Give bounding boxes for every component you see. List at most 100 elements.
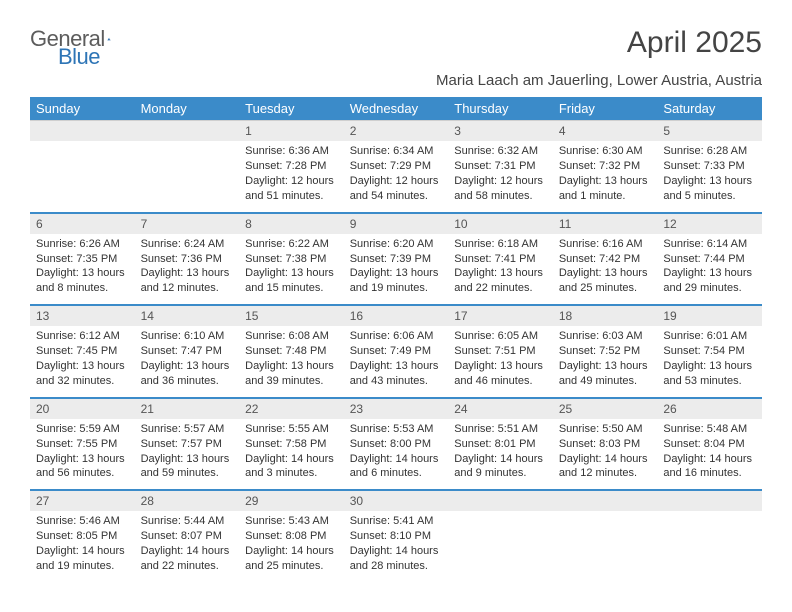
sunrise-text: Sunrise: 6:32 AM xyxy=(454,144,547,159)
day-body: Sunrise: 5:43 AMSunset: 8:08 PMDaylight:… xyxy=(239,511,344,581)
daylight-text: Daylight: 13 hours and 43 minutes. xyxy=(350,359,443,389)
calendar-cell: 15Sunrise: 6:08 AMSunset: 7:48 PMDayligh… xyxy=(239,304,344,397)
day-number: 29 xyxy=(239,489,344,511)
daylight-text: Daylight: 13 hours and 32 minutes. xyxy=(36,359,129,389)
calendar-cell: 29Sunrise: 5:43 AMSunset: 8:08 PMDayligh… xyxy=(239,489,344,582)
calendar-cell: 28Sunrise: 5:44 AMSunset: 8:07 PMDayligh… xyxy=(135,489,240,582)
calendar-week-row: 13Sunrise: 6:12 AMSunset: 7:45 PMDayligh… xyxy=(30,304,762,397)
calendar-cell: 11Sunrise: 6:16 AMSunset: 7:42 PMDayligh… xyxy=(553,212,658,305)
sunrise-text: Sunrise: 5:59 AM xyxy=(36,422,129,437)
day-body: Sunrise: 6:32 AMSunset: 7:31 PMDaylight:… xyxy=(448,141,553,211)
daylight-text: Daylight: 13 hours and 29 minutes. xyxy=(663,266,756,296)
sunset-text: Sunset: 7:47 PM xyxy=(141,344,234,359)
day-number: 26 xyxy=(657,397,762,419)
sunset-text: Sunset: 7:52 PM xyxy=(559,344,652,359)
sunrise-text: Sunrise: 6:20 AM xyxy=(350,237,443,252)
day-body: Sunrise: 5:55 AMSunset: 7:58 PMDaylight:… xyxy=(239,419,344,489)
sunset-text: Sunset: 8:07 PM xyxy=(141,529,234,544)
day-body xyxy=(30,141,135,203)
sunrise-text: Sunrise: 6:05 AM xyxy=(454,329,547,344)
day-number xyxy=(657,489,762,511)
sunset-text: Sunset: 7:31 PM xyxy=(454,159,547,174)
sunrise-text: Sunrise: 6:03 AM xyxy=(559,329,652,344)
day-body: Sunrise: 6:36 AMSunset: 7:28 PMDaylight:… xyxy=(239,141,344,211)
day-number xyxy=(30,120,135,141)
daylight-text: Daylight: 14 hours and 28 minutes. xyxy=(350,544,443,574)
day-body xyxy=(448,511,553,573)
sunset-text: Sunset: 7:55 PM xyxy=(36,437,129,452)
calendar-cell: 9Sunrise: 6:20 AMSunset: 7:39 PMDaylight… xyxy=(344,212,449,305)
col-wednesday: Wednesday xyxy=(344,97,449,120)
calendar-cell: 19Sunrise: 6:01 AMSunset: 7:54 PMDayligh… xyxy=(657,304,762,397)
sunset-text: Sunset: 7:35 PM xyxy=(36,252,129,267)
calendar-cell: 12Sunrise: 6:14 AMSunset: 7:44 PMDayligh… xyxy=(657,212,762,305)
sunrise-text: Sunrise: 5:46 AM xyxy=(36,514,129,529)
day-number: 20 xyxy=(30,397,135,419)
sunrise-text: Sunrise: 5:53 AM xyxy=(350,422,443,437)
sunrise-text: Sunrise: 6:22 AM xyxy=(245,237,338,252)
day-number: 8 xyxy=(239,212,344,234)
daylight-text: Daylight: 14 hours and 3 minutes. xyxy=(245,452,338,482)
col-monday: Monday xyxy=(135,97,240,120)
page-title: April 2025 xyxy=(627,26,762,60)
daylight-text: Daylight: 13 hours and 12 minutes. xyxy=(141,266,234,296)
day-number: 16 xyxy=(344,304,449,326)
col-friday: Friday xyxy=(553,97,658,120)
calendar-cell: 5Sunrise: 6:28 AMSunset: 7:33 PMDaylight… xyxy=(657,120,762,212)
day-body: Sunrise: 6:26 AMSunset: 7:35 PMDaylight:… xyxy=(30,234,135,304)
calendar-cell: 8Sunrise: 6:22 AMSunset: 7:38 PMDaylight… xyxy=(239,212,344,305)
calendar-week-row: 1Sunrise: 6:36 AMSunset: 7:28 PMDaylight… xyxy=(30,120,762,212)
daylight-text: Daylight: 13 hours and 8 minutes. xyxy=(36,266,129,296)
day-body: Sunrise: 5:46 AMSunset: 8:05 PMDaylight:… xyxy=(30,511,135,581)
sunset-text: Sunset: 7:45 PM xyxy=(36,344,129,359)
day-header-row: Sunday Monday Tuesday Wednesday Thursday… xyxy=(30,97,762,120)
daylight-text: Daylight: 14 hours and 22 minutes. xyxy=(141,544,234,574)
col-tuesday: Tuesday xyxy=(239,97,344,120)
day-number: 10 xyxy=(448,212,553,234)
day-body: Sunrise: 5:51 AMSunset: 8:01 PMDaylight:… xyxy=(448,419,553,489)
daylight-text: Daylight: 13 hours and 39 minutes. xyxy=(245,359,338,389)
sunrise-text: Sunrise: 5:55 AM xyxy=(245,422,338,437)
sunset-text: Sunset: 7:28 PM xyxy=(245,159,338,174)
calendar-cell: 16Sunrise: 6:06 AMSunset: 7:49 PMDayligh… xyxy=(344,304,449,397)
sunrise-text: Sunrise: 5:50 AM xyxy=(559,422,652,437)
sunrise-text: Sunrise: 5:43 AM xyxy=(245,514,338,529)
day-body: Sunrise: 5:59 AMSunset: 7:55 PMDaylight:… xyxy=(30,419,135,489)
day-number: 22 xyxy=(239,397,344,419)
calendar-cell: 10Sunrise: 6:18 AMSunset: 7:41 PMDayligh… xyxy=(448,212,553,305)
calendar-cell: 22Sunrise: 5:55 AMSunset: 7:58 PMDayligh… xyxy=(239,397,344,490)
sunset-text: Sunset: 7:44 PM xyxy=(663,252,756,267)
sunrise-text: Sunrise: 6:06 AM xyxy=(350,329,443,344)
daylight-text: Daylight: 12 hours and 51 minutes. xyxy=(245,174,338,204)
day-body: Sunrise: 6:34 AMSunset: 7:29 PMDaylight:… xyxy=(344,141,449,211)
sunrise-text: Sunrise: 6:26 AM xyxy=(36,237,129,252)
day-number xyxy=(135,120,240,141)
day-number xyxy=(553,489,658,511)
day-body xyxy=(553,511,658,573)
day-number: 9 xyxy=(344,212,449,234)
daylight-text: Daylight: 13 hours and 19 minutes. xyxy=(350,266,443,296)
calendar-cell xyxy=(30,120,135,212)
day-body: Sunrise: 5:44 AMSunset: 8:07 PMDaylight:… xyxy=(135,511,240,581)
day-number: 5 xyxy=(657,120,762,141)
daylight-text: Daylight: 14 hours and 12 minutes. xyxy=(559,452,652,482)
calendar-cell xyxy=(448,489,553,582)
daylight-text: Daylight: 13 hours and 49 minutes. xyxy=(559,359,652,389)
sunset-text: Sunset: 7:33 PM xyxy=(663,159,756,174)
daylight-text: Daylight: 13 hours and 53 minutes. xyxy=(663,359,756,389)
day-number: 14 xyxy=(135,304,240,326)
day-number: 24 xyxy=(448,397,553,419)
daylight-text: Daylight: 13 hours and 46 minutes. xyxy=(454,359,547,389)
sunrise-text: Sunrise: 6:18 AM xyxy=(454,237,547,252)
daylight-text: Daylight: 13 hours and 59 minutes. xyxy=(141,452,234,482)
calendar-cell: 6Sunrise: 6:26 AMSunset: 7:35 PMDaylight… xyxy=(30,212,135,305)
sunset-text: Sunset: 8:05 PM xyxy=(36,529,129,544)
sunrise-text: Sunrise: 5:44 AM xyxy=(141,514,234,529)
day-body: Sunrise: 6:30 AMSunset: 7:32 PMDaylight:… xyxy=(553,141,658,211)
day-body: Sunrise: 6:10 AMSunset: 7:47 PMDaylight:… xyxy=(135,326,240,396)
daylight-text: Daylight: 14 hours and 19 minutes. xyxy=(36,544,129,574)
day-number: 12 xyxy=(657,212,762,234)
calendar-cell: 20Sunrise: 5:59 AMSunset: 7:55 PMDayligh… xyxy=(30,397,135,490)
col-sunday: Sunday xyxy=(30,97,135,120)
sunrise-text: Sunrise: 6:01 AM xyxy=(663,329,756,344)
